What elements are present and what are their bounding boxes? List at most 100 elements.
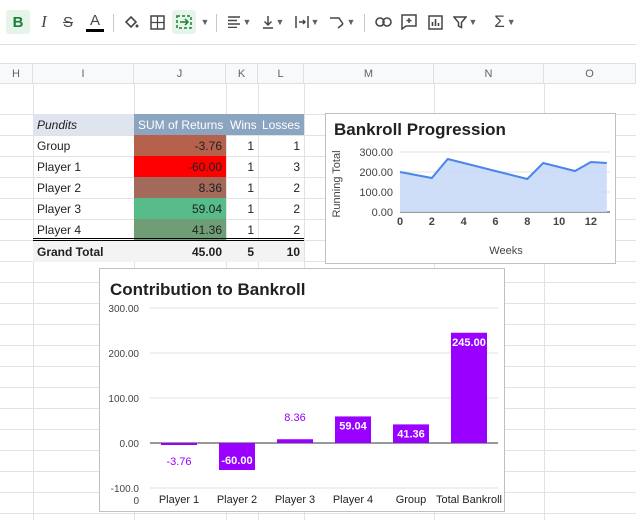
column-header-i[interactable]: I [33,63,134,84]
chart-plot: -100.00 0.00 100.00 200.00 300.00 Player 1 -3.… [108,304,502,507]
x-tick-label: 8 [524,216,530,228]
bar [277,439,313,443]
x-tick-label: 4 [461,216,468,228]
functions-icon[interactable]: Σ ▼ [494,12,516,31]
y-tick-label: 100.00 [359,187,393,199]
chart-plot: 0.00 100.00 200.00 300.00 0 2 4 6 8 10 12 Weeks Runn… [331,147,610,257]
pivot-row-name[interactable]: Player 1 [37,159,82,174]
merge-cells-icon[interactable] [172,10,196,34]
text-wrapping-icon[interactable]: ▼ [292,10,322,34]
y-tick-label: 200.00 [359,167,393,179]
column-header-k[interactable]: K [226,63,258,84]
pivot-row-wins[interactable]: 1 [247,201,254,216]
pivot-row-returns[interactable]: 59.04 [134,198,226,219]
y-axis-label: Running Total [331,150,343,217]
text-rotation-icon[interactable]: ▼ [326,10,358,34]
merge-dropdown-icon[interactable]: ▼ [200,17,210,27]
bold-button[interactable]: B [6,10,30,34]
pivot-header-wins[interactable]: Wins [226,114,258,135]
bar [219,443,255,470]
borders-icon[interactable] [146,10,168,34]
x-tick-label: Player 1 [159,494,199,506]
pivot-row-name[interactable]: Player 3 [37,201,82,216]
x-tick-label: 2 [429,216,435,228]
y-tick-label: 300.00 [108,304,139,315]
insert-chart-icon[interactable] [424,10,446,34]
contribution-chart[interactable]: Contribution to Bankroll -100.0 0 0.00 100.… [99,268,505,512]
x-tick-label: Player 3 [275,494,315,506]
series-line [399,157,607,181]
pivot-row-losses[interactable]: 3 [293,159,300,174]
pivot-row-returns[interactable]: 41.36 [134,219,226,240]
grand-total-returns[interactable]: 45.00 [134,241,226,262]
pivot-row-name[interactable]: Player 4 [37,222,82,237]
column-header-o[interactable]: O [544,63,636,84]
pivot-row-name[interactable]: Group [37,138,71,153]
vertical-align-icon[interactable]: ▼ [258,10,288,34]
bankroll-progression-chart[interactable]: Bankroll Progression 0.00 100.00 200.00 300… [325,113,616,264]
column-header-h[interactable]: H [0,63,33,84]
data-label: 245.00 [452,337,486,349]
toolbar-divider [113,14,114,32]
fill-color-icon[interactable] [120,10,142,34]
pivot-row-returns[interactable]: -3.76 [134,135,226,156]
italic-button[interactable]: I [41,12,47,31]
formatting-toolbar: B I S A ▼ ▼ ▼ ▼ ▼ ▼ Σ ▼ [0,0,636,44]
strikethrough-button[interactable]: S [62,13,73,31]
data-label: 41.36 [397,428,425,440]
pivot-row-wins[interactable]: 1 [247,222,254,237]
text-color-button[interactable]: A [84,10,106,34]
pivot-row-returns[interactable]: 8.36 [134,177,226,198]
y-tick-label: -100.0 [111,484,140,495]
insert-comment-icon[interactable] [398,10,420,34]
column-header-m[interactable]: M [304,63,434,84]
chart-title: Contribution to Bankroll [110,280,306,299]
series-area [400,159,607,212]
grand-total-divider [33,238,304,241]
pivot-row-wins[interactable]: 1 [247,138,254,153]
pivot-row-name[interactable]: Player 2 [37,180,82,195]
pivot-row-losses[interactable]: 2 [293,180,300,195]
x-tick-label: Group [396,494,427,506]
column-header-n[interactable]: N [434,63,544,84]
pivot-row-losses[interactable]: 1 [293,138,300,153]
pivot-row-losses[interactable]: 2 [293,222,300,237]
data-label: 8.36 [284,412,305,424]
bar [335,416,371,443]
column-header-j[interactable]: J [134,63,226,84]
x-tick-label: 10 [553,216,565,228]
grand-total-losses[interactable]: 10 [258,241,304,262]
pivot-header-pundits[interactable]: Pundits [33,114,134,135]
link-icon[interactable] [372,10,394,34]
text-color-swatch [86,28,104,32]
toolbar-divider [364,14,365,32]
horizontal-align-icon[interactable]: ▼ [224,10,254,34]
data-label: -60.00 [221,455,252,467]
data-label: 59.04 [339,420,367,432]
pivot-header-returns[interactable]: SUM of Returns [134,114,226,135]
chart-title: Bankroll Progression [334,120,506,139]
y-tick-label: 200.00 [108,349,139,360]
x-tick-label: 12 [585,216,597,228]
pivot-row-returns[interactable]: -60.00 [134,156,226,177]
y-tick-label: 0 [133,496,139,507]
toolbar-bottom-border [0,44,636,45]
x-tick-label: Player 2 [217,494,257,506]
pivot-row-wins[interactable]: 1 [247,180,254,195]
bar [393,424,429,443]
data-label: -3.76 [166,456,191,468]
pivot-row-wins[interactable]: 1 [247,159,254,174]
pivot-header-losses[interactable]: Losses [258,114,304,135]
x-tick-label: 6 [492,216,498,228]
grand-total-wins[interactable]: 5 [226,241,258,262]
bar [161,443,197,445]
grand-total-label[interactable]: Grand Total [33,241,134,262]
x-tick-label: 0 [397,216,403,228]
y-tick-label: 100.00 [108,394,139,405]
filter-icon[interactable]: ▼ [450,10,480,34]
y-tick-label: 300.00 [359,147,393,159]
text-color-letter: A [89,11,100,29]
column-header-l[interactable]: L [258,63,304,84]
pivot-row-losses[interactable]: 2 [293,201,300,216]
bar [451,332,487,443]
